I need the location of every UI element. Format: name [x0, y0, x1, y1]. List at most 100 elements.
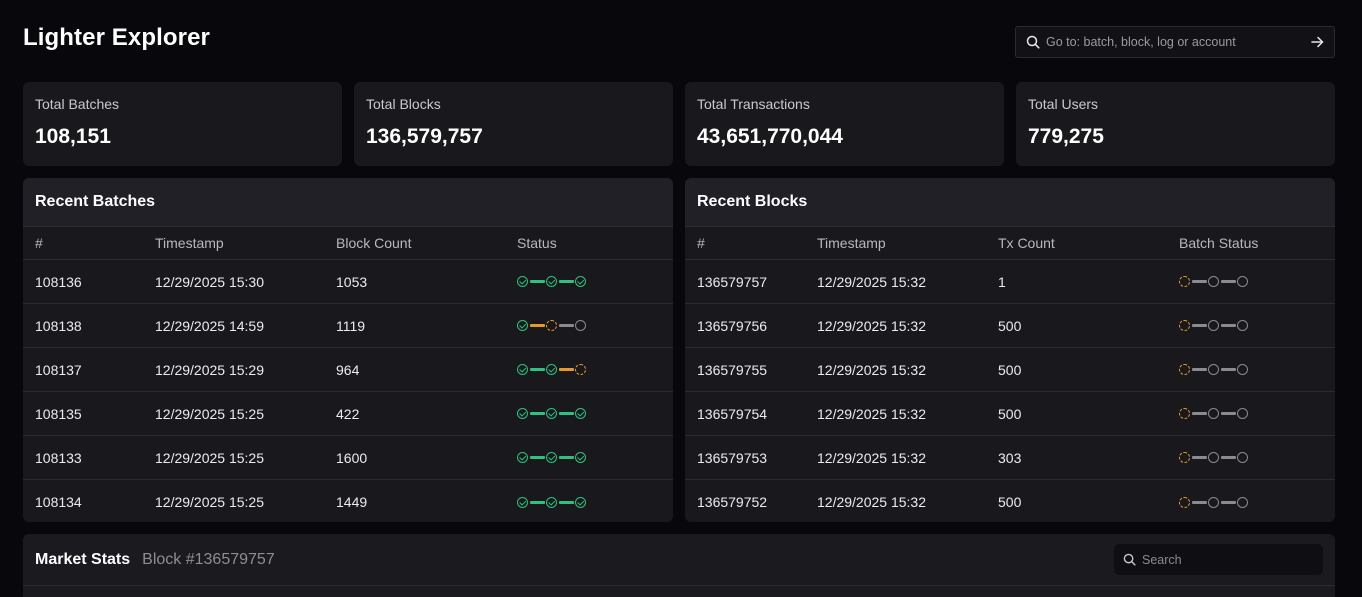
goto-search-input[interactable]: Go to: batch, block, log or account	[1015, 26, 1335, 58]
check-circle-icon	[575, 452, 586, 463]
stat-value: 779,275	[1028, 125, 1104, 148]
table-row[interactable]: 108133 12/29/2025 15:25 1600	[23, 436, 673, 480]
stat-card-total-users: Total Users 779,275	[1016, 82, 1335, 166]
market-search-placeholder: Search	[1142, 552, 1182, 567]
row-status	[517, 364, 673, 375]
row-timestamp: 12/29/2025 15:32	[817, 361, 926, 378]
dashed-circle-icon	[1179, 364, 1190, 375]
market-stats-header: Market Stats Block #136579757 Search	[23, 534, 1335, 586]
stat-card-total-batches: Total Batches 108,151	[23, 82, 342, 166]
market-search-input[interactable]: Search	[1114, 544, 1323, 575]
dashed-circle-icon	[546, 320, 557, 331]
recent-batches-panel: Recent Batches # Timestamp Block Count S…	[23, 178, 673, 522]
row-count: 500	[998, 405, 1022, 422]
row-id-link[interactable]: 108138	[35, 317, 82, 334]
status-connector	[529, 500, 545, 504]
check-circle-icon	[575, 276, 586, 287]
row-id-link[interactable]: 136579754	[697, 405, 768, 422]
status-indicator	[517, 364, 586, 375]
search-icon	[1026, 35, 1040, 49]
table-row[interactable]: 136579756 12/29/2025 15:32 500	[685, 304, 1335, 348]
page-title: Lighter Explorer	[23, 24, 210, 51]
row-count: 964	[336, 361, 360, 378]
row-id-link[interactable]: 136579757	[697, 273, 768, 290]
status-connector	[1220, 456, 1236, 459]
row-status	[1179, 320, 1335, 331]
row-timestamp: 12/29/2025 15:25	[155, 449, 264, 466]
arrow-right-icon[interactable]	[1311, 36, 1324, 48]
status-connector	[1191, 456, 1207, 459]
stat-label: Total Batches	[35, 96, 120, 112]
table-row[interactable]: 108134 12/29/2025 15:25 1449	[23, 480, 673, 522]
row-status	[1179, 276, 1335, 287]
row-count: 1	[998, 273, 1006, 290]
check-circle-icon	[517, 408, 528, 419]
empty-circle-icon	[1237, 276, 1248, 287]
table-row[interactable]: 136579757 12/29/2025 15:32 1	[685, 260, 1335, 304]
table-row[interactable]: 136579755 12/29/2025 15:32 500	[685, 348, 1335, 392]
table-row[interactable]: 108135 12/29/2025 15:25 422	[23, 392, 673, 436]
row-id-link[interactable]: 136579756	[697, 317, 768, 334]
stat-value: 43,651,770,044	[697, 125, 843, 148]
status-connector	[1220, 324, 1236, 327]
status-connector	[1191, 324, 1207, 327]
table-row[interactable]: 136579752 12/29/2025 15:32 500	[685, 480, 1335, 522]
status-indicator	[517, 276, 586, 287]
recent-batches-rows: 108136 12/29/2025 15:30 1053 108138 12/29/20…	[23, 260, 673, 522]
row-timestamp: 12/29/2025 15:30	[155, 273, 264, 290]
stat-value: 136,579,757	[366, 125, 483, 148]
row-timestamp: 12/29/2025 15:25	[155, 494, 264, 510]
row-status	[1179, 408, 1335, 419]
dashed-circle-icon	[1179, 276, 1190, 287]
status-connector	[529, 412, 545, 415]
status-connector	[558, 324, 574, 327]
status-connector	[1220, 500, 1236, 504]
status-connector	[1220, 368, 1236, 371]
status-connector	[558, 280, 574, 283]
row-id-link[interactable]: 136579752	[697, 494, 768, 510]
table-row[interactable]: 108138 12/29/2025 14:59 1119	[23, 304, 673, 348]
row-id-link[interactable]: 108135	[35, 405, 82, 422]
row-count: 500	[998, 317, 1022, 334]
table-row[interactable]: 108137 12/29/2025 15:29 964	[23, 348, 673, 392]
check-circle-icon	[546, 364, 557, 375]
row-count: 1600	[336, 449, 368, 466]
recent-blocks-panel: Recent Blocks # Timestamp Tx Count Batch…	[685, 178, 1335, 522]
row-count: 500	[998, 494, 1022, 510]
row-timestamp: 12/29/2025 15:32	[817, 449, 926, 466]
status-indicator	[1179, 364, 1248, 375]
table-row[interactable]: 136579753 12/29/2025 15:32 303	[685, 436, 1335, 480]
row-status	[1179, 364, 1335, 375]
table-row[interactable]: 108136 12/29/2025 15:30 1053	[23, 260, 673, 304]
status-indicator	[1179, 496, 1248, 508]
empty-circle-icon	[1237, 320, 1248, 331]
row-id-link[interactable]: 108136	[35, 273, 82, 290]
status-indicator	[1179, 320, 1248, 331]
recent-batches-header: # Timestamp Block Count Status	[23, 227, 673, 260]
row-id-link[interactable]: 108137	[35, 361, 82, 378]
status-connector	[1220, 280, 1236, 283]
row-id-link[interactable]: 108133	[35, 449, 82, 466]
column-header-batch-status: Batch Status	[1179, 235, 1259, 251]
check-circle-icon	[517, 364, 528, 375]
stat-label: Total Users	[1028, 96, 1099, 112]
stat-card-total-blocks: Total Blocks 136,579,757	[354, 82, 673, 166]
empty-circle-icon	[575, 320, 586, 331]
row-id-link[interactable]: 136579753	[697, 449, 768, 466]
stat-card-total-transactions: Total Transactions 43,651,770,044	[685, 82, 1004, 166]
check-circle-icon	[575, 496, 586, 508]
status-connector	[1191, 412, 1207, 415]
table-row[interactable]: 136579754 12/29/2025 15:32 500	[685, 392, 1335, 436]
row-id-link[interactable]: 108134	[35, 494, 82, 510]
row-timestamp: 12/29/2025 14:59	[155, 317, 264, 334]
empty-circle-icon	[1237, 364, 1248, 375]
row-count: 500	[998, 361, 1022, 378]
column-header-block-count: Block Count	[336, 235, 412, 251]
dashed-circle-icon	[1179, 452, 1190, 463]
status-indicator	[1179, 276, 1248, 287]
row-status	[1179, 452, 1335, 463]
row-id-link[interactable]: 136579755	[697, 361, 768, 378]
check-circle-icon	[517, 276, 528, 287]
status-indicator	[517, 452, 586, 463]
check-circle-icon	[517, 496, 528, 508]
